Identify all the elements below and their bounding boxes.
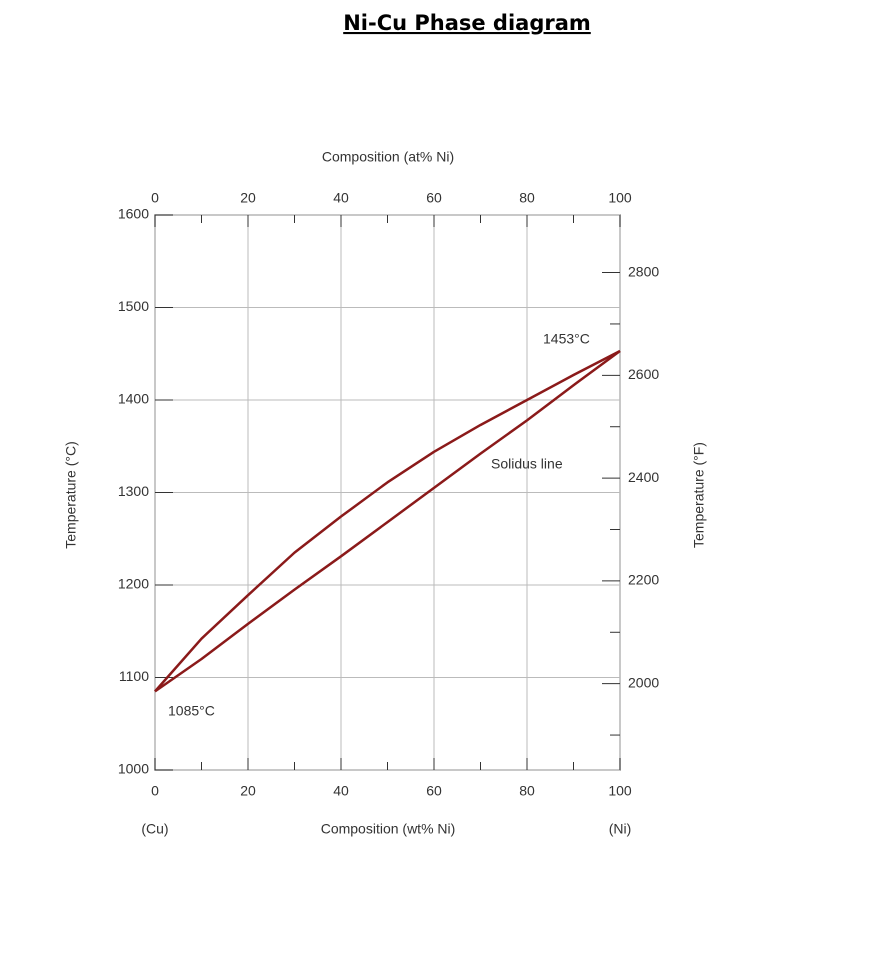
y2-tick-label: 2600 xyxy=(628,366,659,382)
y-tick-label: 1600 xyxy=(118,206,149,222)
x2-tick-label: 80 xyxy=(519,190,535,206)
x-tick-label: 60 xyxy=(426,783,442,799)
annotation: 1085°C xyxy=(168,703,215,719)
x-tick-label: 100 xyxy=(608,783,632,799)
x-tick-label: 20 xyxy=(240,783,256,799)
y-tick-label: 1000 xyxy=(118,761,149,777)
annotation: 1453°C xyxy=(543,331,590,347)
y-tick-label: 1400 xyxy=(118,391,149,407)
chart-title: Ni-Cu Phase diagram xyxy=(343,11,591,35)
annotation: Solidus line xyxy=(491,456,563,472)
y2-tick-label: 2200 xyxy=(628,572,659,588)
x2-tick-label: 20 xyxy=(240,190,256,206)
x-tick-label: 40 xyxy=(333,783,349,799)
y2-tick-label: 2800 xyxy=(628,263,659,279)
y-tick-label: 1500 xyxy=(118,298,149,314)
x2-tick-label: 0 xyxy=(151,190,159,206)
x2-tick-label: 60 xyxy=(426,190,442,206)
x2-tick-label: 100 xyxy=(608,190,632,206)
x2-tick-label: 40 xyxy=(333,190,349,206)
y-axis-label: Temperature (°C) xyxy=(63,441,79,549)
x-axis-label: Composition (wt% Ni) xyxy=(321,821,456,837)
phase-line xyxy=(154,349,621,693)
x2-axis-label: Composition (at% Ni) xyxy=(322,149,454,165)
x-tick-label: 80 xyxy=(519,783,535,799)
y2-axis-label: Temperature (°F) xyxy=(691,442,707,548)
annotation: (Ni) xyxy=(609,821,632,837)
x-tick-label: 0 xyxy=(151,783,159,799)
y-tick-label: 1100 xyxy=(119,668,149,684)
annotation: (Cu) xyxy=(141,821,168,837)
y2-tick-label: 2400 xyxy=(628,469,659,485)
y2-tick-label: 2000 xyxy=(628,674,659,690)
y-tick-label: 1200 xyxy=(118,576,149,592)
phase-line xyxy=(154,349,621,693)
y-tick-label: 1300 xyxy=(118,483,149,499)
